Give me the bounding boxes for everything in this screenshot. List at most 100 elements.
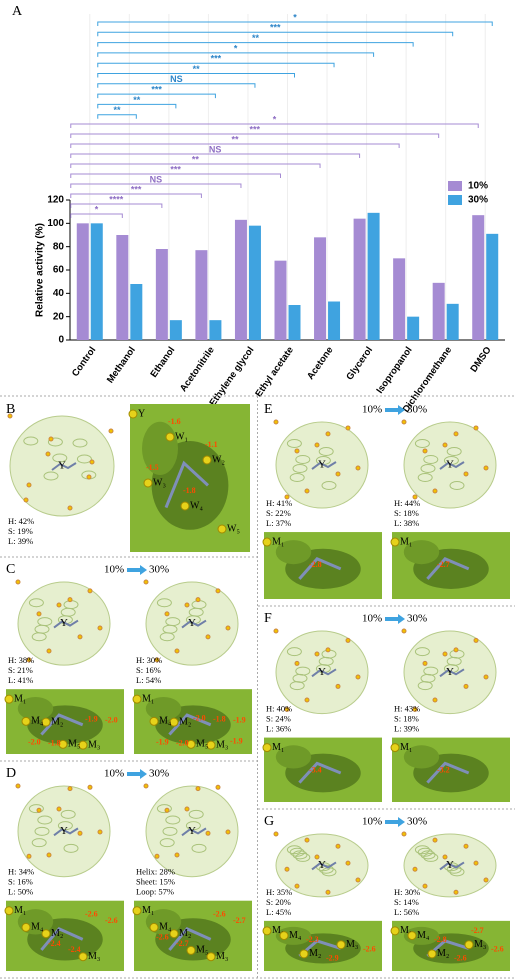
ligand xyxy=(311,668,337,678)
solvent-molecule xyxy=(314,651,320,657)
panel-label: G xyxy=(264,814,274,829)
helix xyxy=(37,815,53,825)
significance-bracket xyxy=(70,133,440,138)
site-label: -2.6 xyxy=(156,933,169,942)
significance-label: ** xyxy=(133,95,141,105)
atom xyxy=(21,716,31,726)
solvent-molecule xyxy=(483,465,489,471)
y-tick-label: 60 xyxy=(53,265,65,276)
site-label: -2.6 xyxy=(454,953,467,962)
bar xyxy=(353,218,366,340)
solvent-molecule xyxy=(473,860,479,866)
helix xyxy=(318,446,334,456)
bar xyxy=(116,235,129,340)
ligand xyxy=(40,926,84,951)
site-label: M₁ xyxy=(400,536,412,547)
solvent-molecule xyxy=(56,602,62,608)
residue-label: Y xyxy=(318,459,326,471)
site-label: M₃ xyxy=(216,951,228,962)
ligand xyxy=(181,619,207,629)
site-label: M₃ xyxy=(346,939,358,950)
solvent-molecule xyxy=(97,829,103,835)
helix xyxy=(185,821,201,831)
significance-bracket xyxy=(97,31,454,37)
site-label: -2.7 xyxy=(471,926,484,935)
site-label: -2.8 xyxy=(309,560,322,569)
ligand xyxy=(53,827,79,837)
site-label: W₂ xyxy=(212,454,225,465)
atom xyxy=(78,952,88,962)
bar xyxy=(169,320,182,340)
solvent-molecule xyxy=(36,611,42,617)
site-label: -3.4 xyxy=(309,765,322,774)
significance-label: NS xyxy=(170,74,183,84)
helix xyxy=(286,647,302,657)
solvent-molecule xyxy=(184,602,190,608)
solvent-molecule xyxy=(345,637,351,643)
significance-bracket xyxy=(70,123,479,128)
site-label: -2.7 xyxy=(233,916,246,925)
surface-pocket xyxy=(275,745,312,769)
site-label: M₁ xyxy=(272,925,284,936)
site-label: M₂ xyxy=(309,948,321,959)
site-label: M₄ xyxy=(159,716,172,727)
helix xyxy=(423,852,439,862)
ligand xyxy=(426,557,470,580)
secondary-structure: H: 38% xyxy=(8,655,34,665)
site-label: -2.6 xyxy=(105,916,118,925)
panel-label: E xyxy=(264,402,273,417)
panel-label: A xyxy=(12,4,23,19)
helix xyxy=(446,446,462,456)
site-label: W₃ xyxy=(153,477,166,488)
solvent-molecule xyxy=(355,465,361,471)
helix xyxy=(420,850,436,860)
site-label: M₂ xyxy=(437,948,449,959)
significance-bracket xyxy=(97,42,414,47)
ratio-label: 10% xyxy=(104,564,124,576)
ligand xyxy=(168,926,212,951)
residue-label: Y xyxy=(446,459,454,471)
helix xyxy=(60,809,76,819)
secondary-structure: H: 30% xyxy=(394,887,420,897)
significance-bracket xyxy=(97,62,335,68)
solvent-molecule xyxy=(87,784,93,790)
solvent-molecule xyxy=(15,783,21,789)
site-label: -2.0 xyxy=(193,714,206,723)
helix xyxy=(420,463,436,473)
ratio-arrowhead xyxy=(398,405,405,415)
solvent-molecule xyxy=(26,482,32,488)
significance-bracket xyxy=(70,163,321,168)
atom xyxy=(41,717,51,727)
secondary-structure: L: 39% xyxy=(394,724,419,734)
site-label: -1.9 xyxy=(233,715,246,724)
x-tick-label: Methanol xyxy=(105,345,138,385)
significance-bracket xyxy=(97,73,295,78)
atom xyxy=(128,409,138,419)
bar xyxy=(328,301,341,340)
site-label: M₁ xyxy=(142,693,154,704)
surface-pocket xyxy=(17,696,54,721)
atom xyxy=(41,929,51,939)
secondary-structure: H: 41% xyxy=(266,498,292,508)
secondary-structure: L: 41% xyxy=(8,675,33,685)
ratio-arrowhead xyxy=(398,817,405,827)
x-tick-label: Acetonitrile xyxy=(178,345,217,394)
solvent-molecule xyxy=(432,697,438,703)
solvent-molecule xyxy=(184,806,190,812)
ligand xyxy=(439,861,465,871)
helix xyxy=(295,852,311,862)
secondary-structure: S: 20% xyxy=(266,897,291,907)
atom xyxy=(206,740,216,750)
secondary-structure: L: 37% xyxy=(266,518,291,528)
residue-label: Y xyxy=(446,666,454,678)
secondary-structure: S: 24% xyxy=(266,714,291,724)
panel-label: F xyxy=(264,611,272,626)
bar xyxy=(367,212,380,340)
atom xyxy=(132,906,142,916)
secondary-structure: L: 56% xyxy=(394,907,419,917)
ratio-label: 30% xyxy=(407,404,427,416)
x-tick-label: Ethyl acetate xyxy=(253,345,296,399)
solvent-molecule xyxy=(442,651,448,657)
significance-label: ** xyxy=(192,154,200,164)
